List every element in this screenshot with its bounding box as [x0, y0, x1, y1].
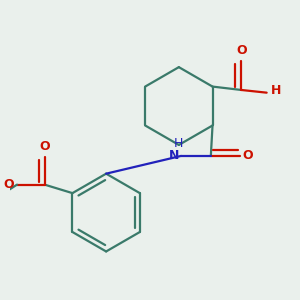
Text: O: O: [242, 149, 253, 162]
Text: H: H: [271, 85, 281, 98]
Text: N: N: [169, 149, 179, 162]
Text: H: H: [174, 137, 183, 150]
Text: O: O: [39, 140, 50, 153]
Text: O: O: [4, 178, 14, 191]
Text: O: O: [236, 44, 247, 57]
